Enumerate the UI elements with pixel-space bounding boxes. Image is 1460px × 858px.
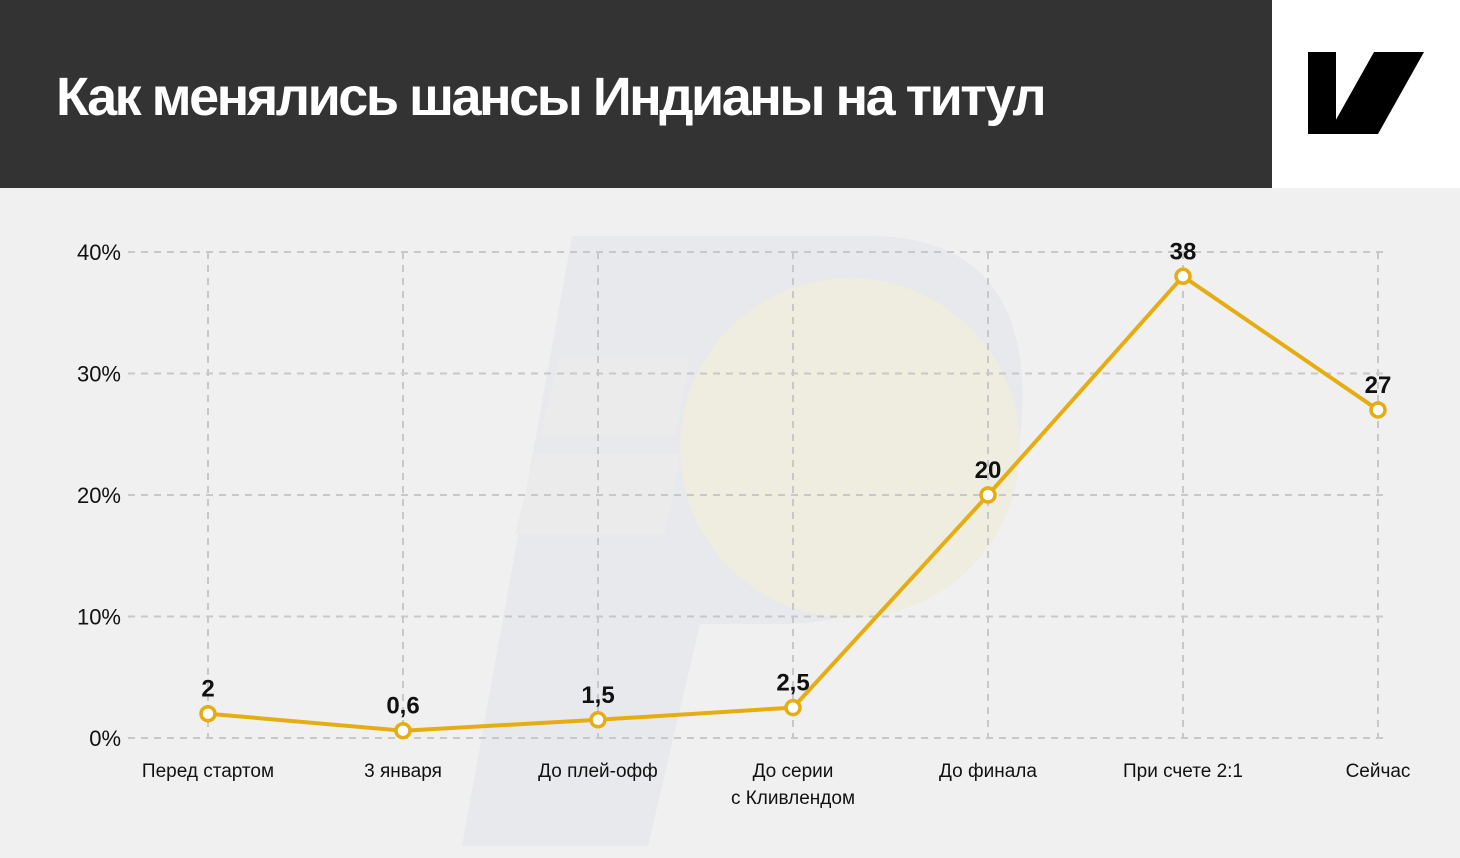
y-tick-label: 30% xyxy=(77,362,121,387)
team-logo-watermark xyxy=(462,236,1023,846)
data-label: 20 xyxy=(975,457,1002,484)
x-tick-label: 3 января xyxy=(364,761,442,782)
data-label: 2,5 xyxy=(776,670,809,697)
publisher-logo-icon xyxy=(1308,52,1424,134)
data-label: 1,5 xyxy=(581,682,614,709)
data-point xyxy=(1174,267,1192,286)
x-tick-label: До плей-офф xyxy=(538,761,658,782)
data-point xyxy=(394,721,412,740)
data-labels: 2 0,6 1,5 2,5 20 38 27 xyxy=(201,238,1391,719)
header-bar: Как менялись шансы Индианы на титул xyxy=(0,0,1272,188)
x-tick-label: До серии с Кливлендом xyxy=(731,761,855,809)
series-points xyxy=(199,267,1387,740)
x-axis: Перед стартом 3 января До плей-офф До серии… xyxy=(142,761,1411,809)
data-point xyxy=(784,698,802,717)
logo-container xyxy=(1272,0,1460,188)
page-title: Как менялись шансы Индианы на титул xyxy=(56,67,1047,127)
y-tick-label: 0% xyxy=(89,726,121,751)
y-tick-label: 40% xyxy=(77,240,121,265)
x-tick-label: До финала xyxy=(939,761,1037,782)
data-label: 0,6 xyxy=(386,693,419,720)
x-tick-label: Сейчас xyxy=(1346,761,1411,782)
grid-lines xyxy=(128,251,1385,739)
data-point xyxy=(1369,401,1387,419)
data-point xyxy=(199,704,217,723)
x-tick-label: Перед стартом xyxy=(142,761,274,782)
data-point xyxy=(589,711,607,729)
data-label: 27 xyxy=(1365,372,1392,399)
data-label: 38 xyxy=(1170,238,1197,265)
y-tick-label: 20% xyxy=(77,483,121,508)
data-point xyxy=(979,486,997,504)
x-tick-label: При счете 2:1 xyxy=(1123,761,1243,782)
y-axis: 0% 10% 20% 30% 40% xyxy=(77,240,121,751)
line-chart: 0% 10% 20% 30% 40% Перед стартом 3 января До п… xyxy=(77,236,1411,846)
data-label: 2 xyxy=(201,676,214,703)
y-tick-label: 10% xyxy=(77,605,121,630)
